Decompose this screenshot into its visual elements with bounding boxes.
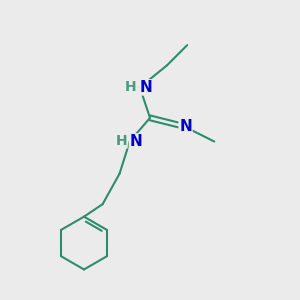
Text: H: H — [124, 80, 136, 94]
Text: N: N — [140, 80, 152, 95]
Text: H: H — [116, 134, 127, 148]
Text: N: N — [179, 119, 192, 134]
Text: N: N — [129, 134, 142, 149]
